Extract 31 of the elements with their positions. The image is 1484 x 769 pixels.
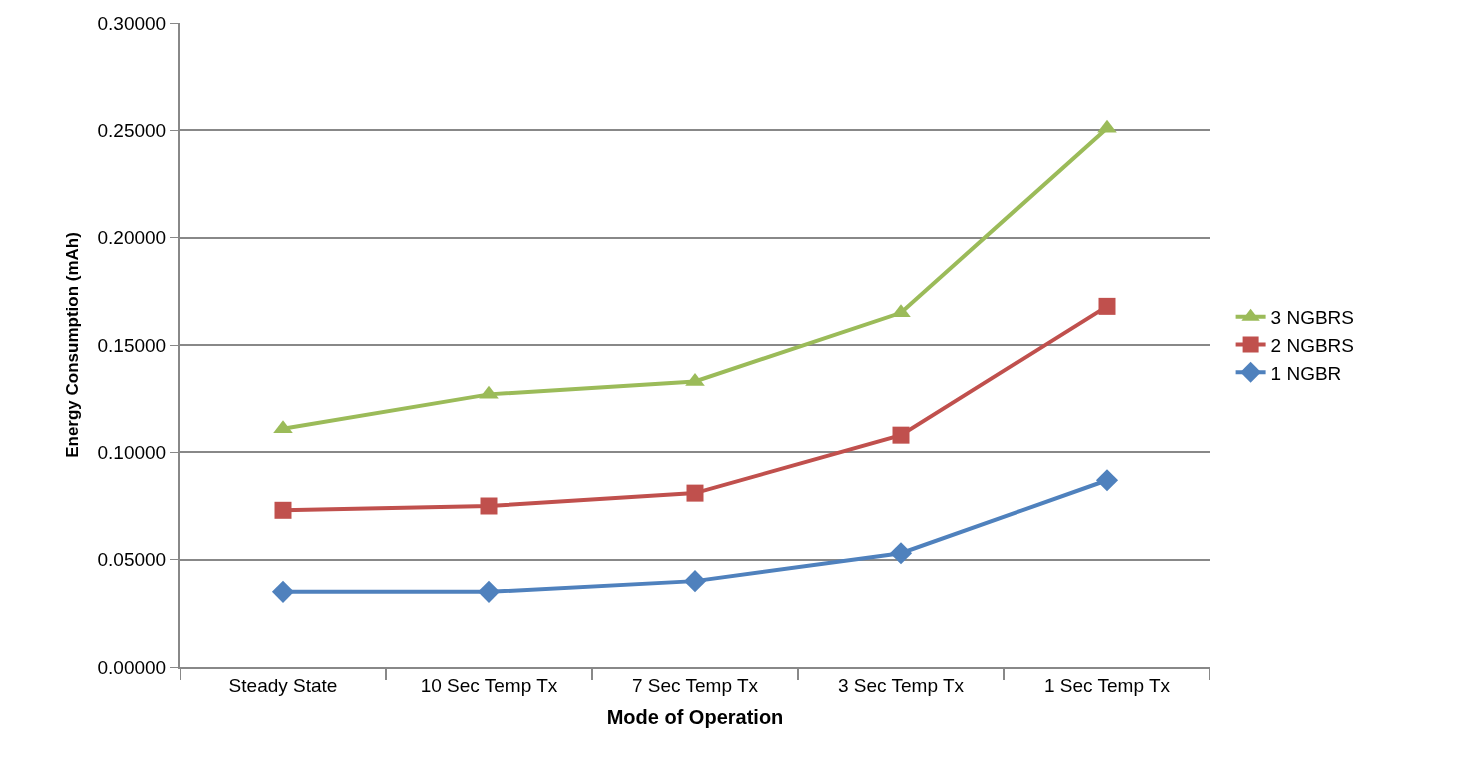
- x-tick-label: 7 Sec Temp Tx: [631, 674, 759, 696]
- point: [686, 484, 704, 502]
- point: [271, 580, 295, 603]
- point: [1095, 469, 1119, 492]
- point: [479, 385, 499, 399]
- y-tick-label: 0.25000: [97, 119, 167, 141]
- point: [480, 497, 498, 515]
- x-tick-label: 3 Sec Temp Tx: [837, 674, 965, 696]
- legend-label: 1 NGBR: [1270, 362, 1342, 384]
- x-tick-label: Steady State: [228, 674, 338, 696]
- point: [892, 426, 910, 444]
- point: [891, 304, 911, 318]
- point: [1098, 297, 1116, 315]
- legend-label: 2 NGBRS: [1270, 334, 1355, 356]
- y-tick-label: 0.05000: [97, 549, 167, 571]
- point: [274, 501, 292, 519]
- x-tick-label: 10 Sec Temp Tx: [420, 674, 558, 696]
- point: [685, 372, 705, 386]
- x-axis-title: Mode of Operation: [606, 705, 784, 728]
- y-tick-label: 0.10000: [97, 441, 167, 463]
- point: [683, 570, 707, 593]
- y-tick-label: 0.00000: [97, 656, 167, 678]
- point: [889, 542, 913, 565]
- y-tick-label: 0.15000: [97, 334, 167, 356]
- legend-label: 3 NGBRS: [1270, 307, 1355, 329]
- y-tick-label: 0.30000: [97, 12, 167, 34]
- y-axis-title: Energy Consumption (mAh): [62, 232, 82, 458]
- y-tick-label: 0.20000: [97, 227, 167, 249]
- x-tick-label: 1 Sec Temp Tx: [1043, 674, 1171, 696]
- point: [1097, 119, 1117, 133]
- point: [477, 580, 501, 603]
